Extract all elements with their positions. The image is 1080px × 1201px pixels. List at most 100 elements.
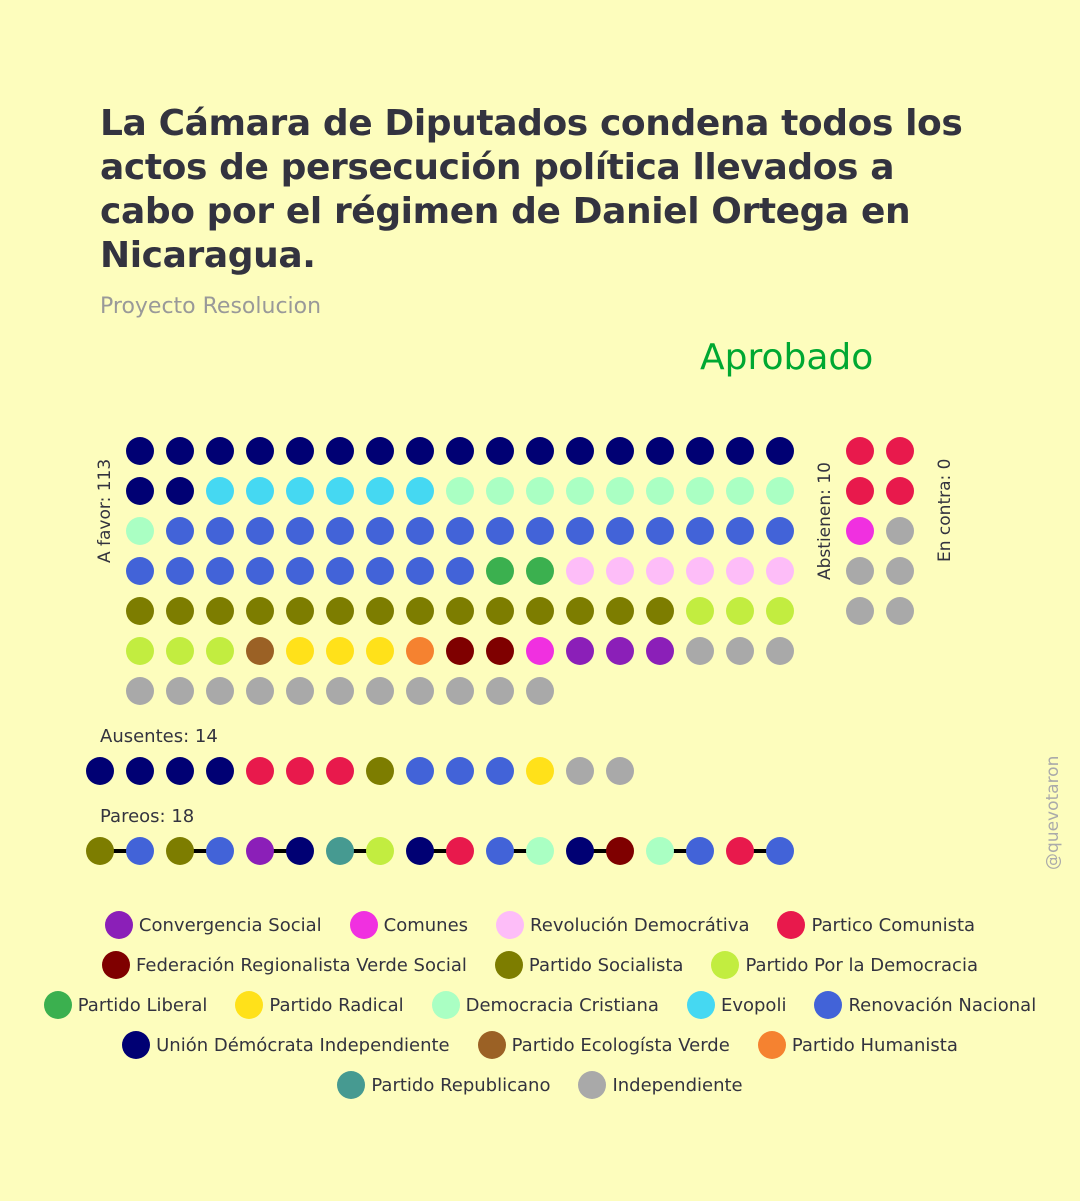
favor-dot [446,677,474,705]
legend-item: Partico Comunista [777,910,975,940]
pair-dot [86,837,114,865]
abstain-dot [846,437,874,465]
favor-dot [326,637,354,665]
favor-dot [646,557,674,585]
absent-dot [366,757,394,785]
legend-item: Democracia Cristiana [431,990,659,1020]
chart-title: La Cámara de Diputados condena todos los… [100,103,963,276]
legend-item: Evopoli [686,990,787,1020]
pair-dot [326,837,354,865]
pairs-label: Pareos: 18 [100,806,195,827]
legend: Convergencia Social Comunes Revolución Dem… [20,910,1060,1100]
legend-label: Partido Republicano [371,1074,551,1096]
absent-dot [486,757,514,785]
absent-label: Ausentes: 14 [100,726,218,747]
favor-dot [766,517,794,545]
favor-dot [166,557,194,585]
absent-dot [246,757,274,785]
favor-dot [566,437,594,465]
favor-dot [686,637,714,665]
absent-dot [286,757,314,785]
favor-dot [686,517,714,545]
absent-dot [446,757,474,785]
legend-item: Partido Radical [235,990,404,1020]
legend-item: Federación Regionalista Verde Social [102,950,467,980]
legend-swatch [43,991,72,1019]
favor-dot [206,677,234,705]
legend-label: Evopoli [720,994,787,1016]
legend-swatch [337,1071,366,1099]
legend-item: Renovación Nacional [814,990,1036,1020]
favor-dot [646,437,674,465]
favor-dot [486,637,514,665]
absent-dot [86,757,114,785]
favor-dot [406,437,434,465]
favor-dot [166,677,194,705]
legend-label: Revolución Democrátiva [530,914,750,936]
legend-label: Unión Démócrata Independiente [156,1034,450,1056]
favor-dot [446,557,474,585]
favor-dot [686,477,714,505]
favor-dot [126,677,154,705]
pair-dot [726,837,754,865]
legend-swatch [349,911,378,939]
favor-dot [566,477,594,505]
legend-item: Revolución Democrátiva [496,910,749,940]
favor-dot [326,437,354,465]
legend-swatch [814,991,843,1019]
favor-dot [526,517,554,545]
favor-dot [726,517,754,545]
legend-item: Partido Por la Democracia [711,950,978,980]
favor-dot [446,437,474,465]
favor-dot [366,677,394,705]
favor-dot [246,677,274,705]
favor-dot [486,517,514,545]
favor-dot [566,637,594,665]
legend-label: Federación Regionalista Verde Social [136,954,467,976]
legend-swatch [496,911,525,939]
favor-dot [446,477,474,505]
favor-dot [646,597,674,625]
abstain-dot [886,477,914,505]
pair-dot [206,837,234,865]
favor-dot [126,637,154,665]
favor-dot [366,517,394,545]
favor-dot [486,557,514,585]
favor-dot [486,597,514,625]
favor-dot [286,637,314,665]
legend-swatch [431,991,460,1019]
favor-dot [246,597,274,625]
favor-dot [606,477,634,505]
pair-dot [606,837,634,865]
legend-label: Partido Humanista [791,1034,958,1056]
favor-dot [766,597,794,625]
favor-dot [606,557,634,585]
favor-dot [766,477,794,505]
favor-dot [726,437,754,465]
pair-dot [246,837,274,865]
legend-label: Convergencia Social [138,914,322,936]
favor-dot [326,597,354,625]
favor-dot [366,477,394,505]
pair-dot [566,837,594,865]
favor-dot [206,557,234,585]
favor-dot [406,517,434,545]
legend-swatch [494,951,523,979]
favor-dot [126,437,154,465]
favor-dot [286,597,314,625]
legend-swatch [122,1031,151,1059]
favor-dot [206,637,234,665]
favor-dot [406,557,434,585]
favor-dot [366,637,394,665]
legend-swatch [104,911,133,939]
pair-dot [166,837,194,865]
favor-dot [726,477,754,505]
favor-dot [206,437,234,465]
absent-dot [526,757,554,785]
legend-label: Partido Ecologísta Verde [511,1034,730,1056]
legend-swatch [777,911,806,939]
favor-dot [406,677,434,705]
abstain-dot [886,517,914,545]
favor-dot [686,597,714,625]
favor-dot [326,557,354,585]
